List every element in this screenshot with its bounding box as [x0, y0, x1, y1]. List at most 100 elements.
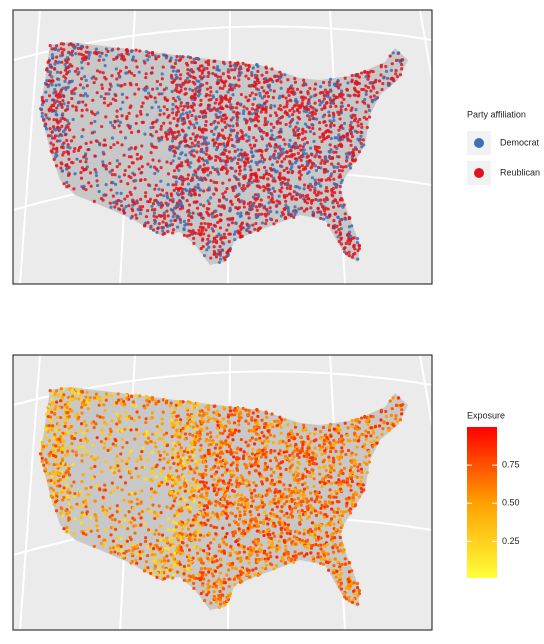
dot [53, 67, 57, 71]
dot [279, 527, 283, 531]
dot [371, 100, 375, 104]
dot [197, 115, 202, 119]
dot [227, 150, 232, 154]
dot [352, 86, 357, 90]
dot [160, 226, 164, 230]
dot [313, 427, 318, 431]
dot [286, 178, 290, 182]
dot [329, 123, 333, 127]
dot [319, 202, 323, 206]
dot [239, 148, 244, 152]
dot [264, 563, 269, 567]
dot [143, 539, 148, 543]
dot [111, 194, 115, 198]
dot [84, 157, 88, 161]
dot [242, 528, 246, 533]
dot [206, 103, 210, 107]
dot [150, 466, 154, 470]
dot [191, 132, 195, 136]
dot [103, 138, 107, 142]
dot [137, 87, 141, 91]
dot [338, 231, 343, 235]
dot [149, 151, 153, 155]
dot [230, 413, 234, 417]
dot [364, 84, 368, 88]
dot [211, 138, 215, 142]
dot [86, 62, 90, 66]
dot [135, 152, 139, 157]
dot [264, 222, 268, 226]
dot [162, 450, 166, 454]
dot [134, 213, 138, 217]
dot [135, 200, 139, 204]
dot [361, 483, 365, 487]
dot [85, 439, 89, 443]
dot [176, 570, 180, 574]
dot [346, 239, 350, 243]
dot [197, 228, 201, 232]
dot [179, 497, 183, 501]
dot [281, 212, 286, 216]
dot [278, 121, 282, 125]
dot [131, 198, 135, 202]
dot [332, 427, 336, 431]
dot [319, 212, 324, 216]
dot [270, 482, 274, 486]
dot [151, 228, 156, 232]
dot [163, 216, 167, 221]
dot [232, 110, 236, 114]
dot [72, 436, 77, 441]
dot [199, 98, 203, 102]
dot [373, 97, 377, 102]
dot [230, 88, 234, 92]
dot [217, 204, 221, 208]
dot [303, 122, 308, 126]
dot [128, 105, 132, 110]
dot [53, 46, 57, 51]
dot [93, 464, 97, 469]
dot [120, 143, 124, 147]
dot [212, 121, 216, 125]
dot [123, 513, 127, 518]
dot [258, 202, 262, 206]
dot [327, 129, 331, 134]
dot [182, 578, 186, 582]
dot [268, 502, 272, 506]
dot [159, 472, 163, 476]
dot [291, 554, 296, 558]
dot [192, 103, 196, 107]
dot [172, 149, 176, 153]
dot [50, 47, 54, 51]
dot [226, 68, 231, 72]
dot [218, 602, 223, 606]
dot [328, 464, 332, 468]
dot [274, 564, 279, 568]
dot [40, 95, 44, 99]
dot [395, 74, 400, 79]
dot [254, 437, 258, 442]
dot [331, 194, 335, 198]
dot [47, 59, 51, 63]
dot [254, 566, 258, 571]
dot [280, 186, 284, 190]
dot [204, 94, 208, 98]
dot [201, 480, 205, 484]
dot [110, 168, 114, 172]
dot [116, 141, 120, 145]
dot [124, 71, 128, 75]
dot [307, 101, 311, 105]
dot [398, 418, 403, 422]
dot [114, 98, 118, 103]
dot [291, 209, 296, 213]
dot [40, 111, 44, 115]
dot [100, 428, 104, 432]
dot [249, 150, 254, 154]
dot [235, 131, 240, 135]
dot [171, 131, 175, 135]
dot [321, 435, 325, 440]
dot [219, 105, 224, 109]
dot [371, 69, 375, 74]
dot [369, 89, 373, 93]
dot [318, 121, 322, 125]
dot [212, 410, 216, 415]
